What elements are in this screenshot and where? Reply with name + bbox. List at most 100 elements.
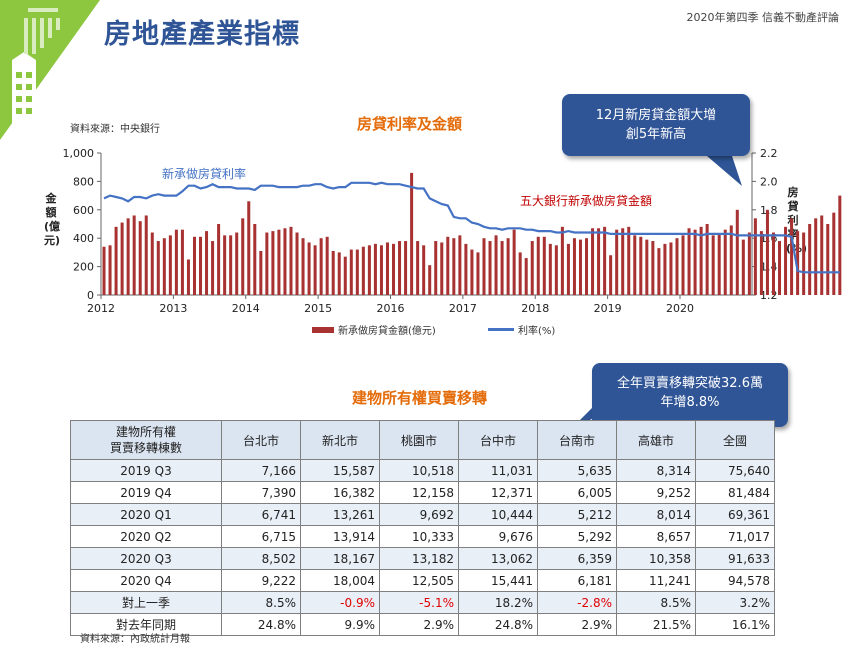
callout-transfer-line2: 年增8.8% xyxy=(660,395,720,410)
table-cell: 10,333 xyxy=(379,525,459,548)
amount-bar xyxy=(205,231,209,295)
table-cell: 13,261 xyxy=(300,503,380,526)
amount-bar xyxy=(820,215,824,295)
amount-bar xyxy=(132,215,136,295)
table-cell: 10,518 xyxy=(379,459,459,482)
row-label: 2020 Q2 xyxy=(70,525,222,548)
amount-bar xyxy=(361,246,365,295)
table-cell: 7,166 xyxy=(221,459,301,482)
amount-bar xyxy=(313,245,317,295)
amount-bar xyxy=(578,239,582,295)
table-cell: 13,062 xyxy=(458,547,538,570)
amount-bar xyxy=(229,235,233,295)
x-tick-label: 2018 xyxy=(521,302,549,315)
y-tick-label-left: 800 xyxy=(73,175,94,188)
amount-bar xyxy=(150,232,154,295)
amount-bar xyxy=(301,238,305,295)
table-cell: 8,314 xyxy=(616,459,696,482)
amount-bar xyxy=(277,229,281,295)
amount-bar xyxy=(144,215,148,295)
amount-bar xyxy=(241,218,245,295)
amount-bar xyxy=(699,226,703,295)
amount-bar xyxy=(488,241,492,295)
amount-bar xyxy=(759,231,763,295)
amount-bar xyxy=(404,241,408,295)
amount-bar xyxy=(223,235,227,295)
amount-bar xyxy=(211,241,215,295)
table-cell: 24.8% xyxy=(221,613,301,636)
amount-bar xyxy=(808,224,812,295)
amount-bar xyxy=(681,235,685,295)
amount-bar xyxy=(422,245,426,295)
table-cell: 13,182 xyxy=(379,547,459,570)
table-cell: 3.2% xyxy=(695,591,775,614)
row-label: 對去年同期 xyxy=(70,613,222,636)
amount-bar xyxy=(458,235,462,295)
amount-bar xyxy=(548,243,552,295)
table-cell: 81,484 xyxy=(695,481,775,504)
y-tick-label-left: 200 xyxy=(73,261,94,274)
column-header: 台北市 xyxy=(221,420,301,460)
amount-bar xyxy=(741,239,745,295)
amount-bar xyxy=(247,201,251,295)
amount-bar xyxy=(627,226,631,295)
amount-bar xyxy=(621,228,625,295)
y-tick-label-right: 1.8 xyxy=(760,204,778,217)
amount-bar xyxy=(729,225,733,295)
table-cell: 91,633 xyxy=(695,547,775,570)
amount-bar xyxy=(753,218,757,295)
table-cell: 10,444 xyxy=(458,503,538,526)
amount-bar xyxy=(518,252,522,295)
y-tick-label-right: 1.6 xyxy=(760,232,778,245)
row-label: 2020 Q3 xyxy=(70,547,222,570)
table-cell: 11,031 xyxy=(458,459,538,482)
table-cell: 7,390 xyxy=(221,481,301,504)
table-cell: 8.5% xyxy=(221,591,301,614)
row-header-line1: 建物所有權 xyxy=(115,425,176,439)
amount-bar xyxy=(398,241,402,295)
amount-bar xyxy=(235,232,239,295)
amount-bar xyxy=(464,243,468,295)
column-header: 台南市 xyxy=(537,420,617,460)
table-cell: -5.1% xyxy=(379,591,459,614)
column-header: 高雄市 xyxy=(616,420,696,460)
table-source: 資料來源：內政統計月報 xyxy=(80,634,190,645)
row-label: 對上一季 xyxy=(70,591,222,614)
table-cell: 8,657 xyxy=(616,525,696,548)
amount-bar xyxy=(542,236,546,295)
amount-bar xyxy=(253,224,257,295)
legend-bar-swatch xyxy=(312,326,334,333)
legend-rate: 利率(%) xyxy=(488,322,555,337)
table-cell: 8,502 xyxy=(221,547,301,570)
amount-bar xyxy=(379,245,383,295)
amount-bar xyxy=(186,259,190,295)
amount-bar xyxy=(506,238,510,295)
y-tick-label-right: 2.2 xyxy=(760,147,778,160)
amount-bar xyxy=(657,248,661,295)
table-cell: 2.9% xyxy=(379,613,459,636)
callout-mortgage: 12月新房貸金額大增 創5年新高 xyxy=(562,94,750,156)
column-header: 桃園市 xyxy=(379,420,459,460)
report-edition: 2020年第四季 信義不動產評論 xyxy=(686,11,840,24)
amount-bar xyxy=(675,238,679,295)
amount-bar xyxy=(138,221,142,295)
x-tick-label: 2012 xyxy=(87,302,115,315)
table-cell: 18,004 xyxy=(300,569,380,592)
transfer-table: 建物所有權 買賣移轉棟數 台北市 新北市 桃園市 台中市 台南市 高雄市 全國 … xyxy=(70,420,775,636)
amount-bar xyxy=(325,236,329,295)
table-cell: 9,222 xyxy=(221,569,301,592)
rate-line xyxy=(103,181,840,274)
amount-bar xyxy=(603,226,607,295)
x-tick-label: 2017 xyxy=(449,302,477,315)
table-row: 2020 Q4 9,222 18,004 12,505 15,441 6,181 11,24… xyxy=(70,569,775,592)
amount-bar xyxy=(832,212,836,295)
amount-bar xyxy=(355,249,359,295)
amount-bar xyxy=(645,239,649,295)
amount-bar xyxy=(174,229,178,295)
amount-bar xyxy=(392,243,396,295)
amount-bar xyxy=(307,242,311,295)
amount-bar xyxy=(385,242,389,295)
amount-bar xyxy=(530,241,534,295)
amount-bar xyxy=(482,238,486,295)
amount-bar xyxy=(560,226,564,295)
